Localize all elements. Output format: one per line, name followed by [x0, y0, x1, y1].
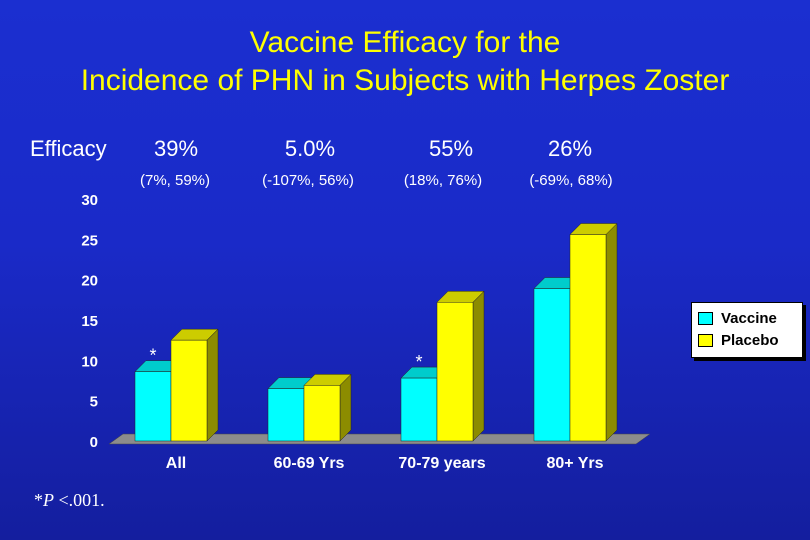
bar-placebo-0	[170, 339, 208, 442]
bar-side-placebo-2	[472, 290, 485, 442]
legend-label-placebo: Placebo	[721, 331, 779, 349]
bar-vaccine-1	[267, 388, 305, 442]
efficacy-value-60-69: 5.0%	[284, 136, 336, 161]
bar-side-placebo-0	[206, 328, 219, 442]
efficacy-ci-all: (7%, 59%)	[139, 172, 211, 189]
efficacy-value-80plus: 26%	[547, 136, 593, 161]
chart-floor	[108, 433, 651, 445]
y-tick-label-20: 20	[81, 273, 98, 290]
efficacy-value-70-79: 55%	[428, 136, 474, 161]
y-tick-label-0: 0	[90, 434, 98, 451]
title-line-1: Vaccine Efficacy for the	[249, 26, 561, 59]
y-tick-label-10: 10	[81, 353, 98, 370]
bar-vaccine-3	[533, 288, 571, 442]
footnote-threshold: <.001.	[54, 490, 105, 510]
y-tick-label-25: 25	[81, 232, 98, 249]
bar-placebo-2	[436, 302, 474, 442]
legend-label-vaccine: Vaccine	[721, 309, 777, 327]
footnote: *P <.001.	[34, 490, 105, 511]
efficacy-label: Efficacy	[30, 136, 107, 161]
x-tick-label-1: 60-69 Yrs	[274, 455, 345, 472]
title-line-2: Incidence of PHN in Subjects with Herpes…	[80, 64, 730, 97]
bar-side-placebo-3	[605, 222, 618, 442]
significance-star-1: *	[415, 352, 422, 372]
efficacy-value-all: 39%	[153, 136, 199, 161]
efficacy-ci-80plus: (-69%, 68%)	[529, 172, 613, 189]
bar-vaccine-2	[400, 377, 438, 442]
y-tick-label-15: 15	[81, 313, 98, 330]
x-tick-label-2: 70-79 years	[398, 455, 485, 472]
bar-vaccine-0	[134, 371, 172, 442]
efficacy-ci-70-79: (18%, 76%)	[403, 172, 483, 189]
bar-side-placebo-1	[339, 373, 352, 442]
efficacy-ci-60-69: (-107%, 56%)	[262, 172, 354, 189]
legend-swatch-vaccine	[698, 311, 713, 325]
bar-placebo-3	[569, 234, 607, 442]
footnote-p: P	[43, 490, 54, 510]
x-tick-label-0: All	[166, 455, 186, 472]
significance-star-0: *	[149, 346, 156, 366]
legend-swatch-placebo	[698, 333, 713, 347]
bar-placebo-1	[303, 385, 341, 442]
y-tick-label-5: 5	[90, 394, 98, 411]
chart-title: Vaccine Efficacy for the Incidence of PH…	[0, 24, 810, 100]
footnote-star: *	[34, 490, 43, 510]
legend-item-vaccine: Vaccine	[698, 307, 796, 329]
legend: Vaccine Placebo	[691, 302, 803, 358]
legend-item-placebo: Placebo	[698, 329, 796, 351]
y-tick-label-30: 30	[81, 192, 98, 209]
x-tick-label-3: 80+ Yrs	[546, 455, 603, 472]
